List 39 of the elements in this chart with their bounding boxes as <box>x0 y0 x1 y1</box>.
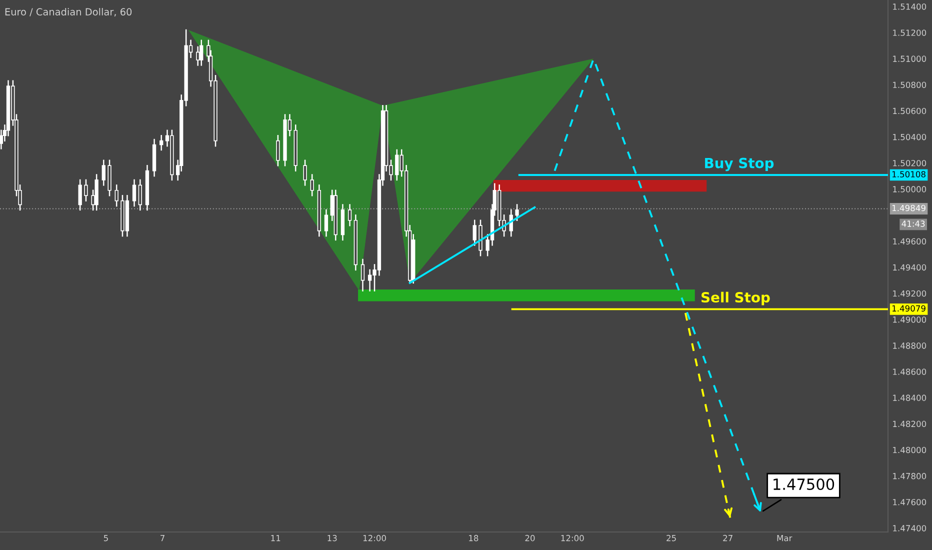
y-tick-label: 1.48000 <box>893 446 926 454</box>
series-label: Buy Stop <box>705 158 774 172</box>
text: 41:43 <box>902 220 925 227</box>
data-label: 1.49079 <box>892 305 926 312</box>
ref-line-label: 1.49849 <box>892 204 926 212</box>
y-tick-label: 1.49400 <box>893 264 926 271</box>
x-tick-label: 27 <box>723 534 732 542</box>
x-tick-label: 12:00 <box>561 534 584 542</box>
x-tick-label: 12:00 <box>363 534 386 542</box>
x-tick-label: 25 <box>666 534 676 542</box>
y-tick-label: 1.51400 <box>893 4 926 10</box>
data-label: 1.50108 <box>892 171 926 178</box>
y-tick-label: 1.49600 <box>893 238 926 245</box>
x-tick-label: 18 <box>469 534 478 542</box>
y-tick-label: 1.50800 <box>893 82 926 88</box>
x-tick-label: 11 <box>271 535 280 542</box>
y-tick-label: 1.51200 <box>893 30 926 36</box>
text: Euro / Canadian Dollar, 60 <box>5 8 132 16</box>
series-label: Sell Stop <box>702 292 770 306</box>
y-tick-label: 1.49200 <box>893 290 926 297</box>
y-tick-label: 1.47400 <box>893 525 926 532</box>
y-tick-label: 1.47800 <box>893 472 926 480</box>
y-tick-label: 1.50200 <box>893 160 926 166</box>
y-tick-label: 1.50000 <box>893 186 926 192</box>
y-tick-label: 1.50400 <box>893 134 926 140</box>
y-tick-label: 1.49000 <box>893 316 926 323</box>
y-tick-label: 1.51000 <box>893 56 926 62</box>
y-tick-label: 1.48200 <box>893 420 926 428</box>
x-tick-label: Mar <box>777 535 792 542</box>
y-tick-label: 1.50600 <box>893 108 926 114</box>
y-tick-label: 1.48400 <box>893 394 926 401</box>
x-tick-label: 7 <box>160 535 164 542</box>
y-tick-label: 1.47600 <box>893 498 926 506</box>
y-tick-label: 1.48600 <box>893 368 926 375</box>
annotation: 1.47500 <box>774 478 834 490</box>
x-tick-label: 20 <box>525 534 535 542</box>
x-tick-label: 5 <box>104 535 108 542</box>
x-tick-label: 13 <box>328 534 337 542</box>
y-tick-label: 1.48800 <box>893 342 926 349</box>
